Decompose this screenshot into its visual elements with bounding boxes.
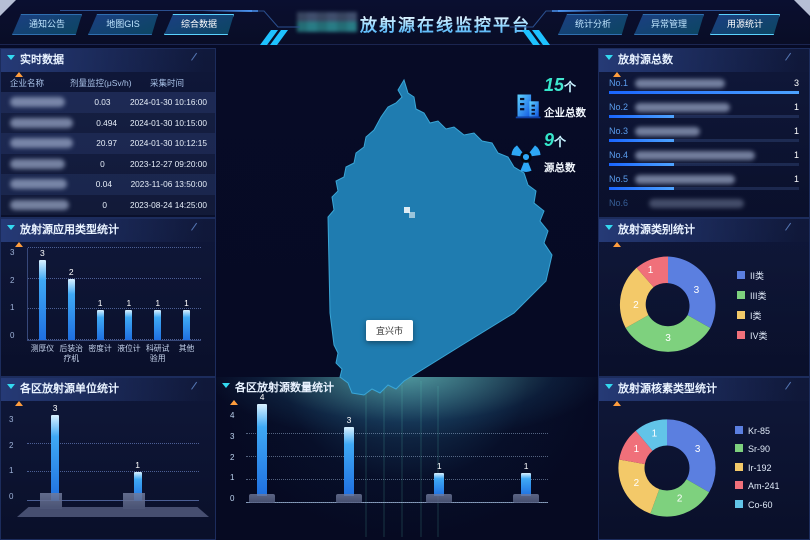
svg-text:1: 1 [634, 444, 640, 455]
svg-text:1: 1 [652, 429, 658, 440]
svg-text:3: 3 [665, 333, 671, 344]
svg-text:2: 2 [634, 478, 640, 489]
svg-text:3: 3 [695, 444, 701, 455]
svg-text:3: 3 [694, 285, 700, 296]
svg-text:1: 1 [648, 265, 654, 276]
svg-text:2: 2 [677, 493, 683, 504]
svg-text:2: 2 [633, 300, 639, 311]
